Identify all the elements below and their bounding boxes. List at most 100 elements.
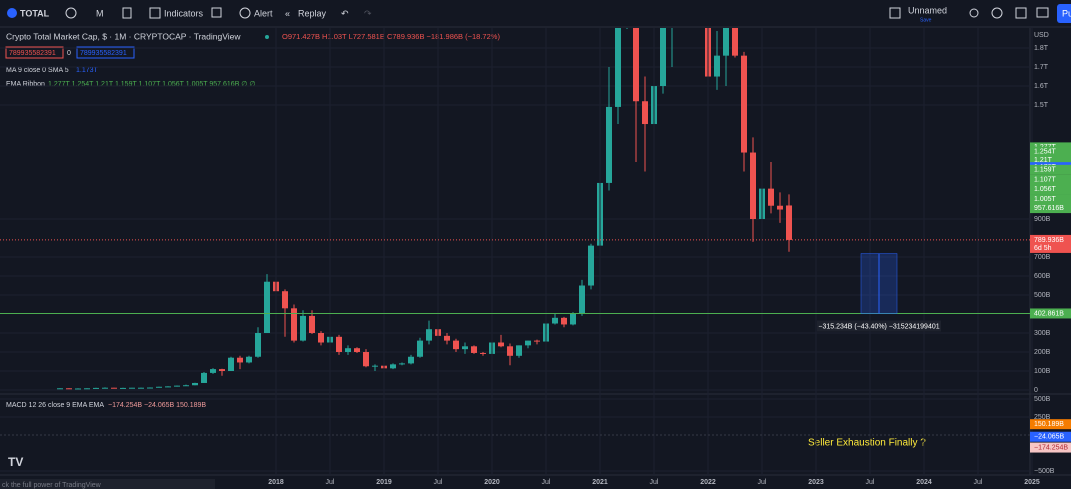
sell-box[interactable] (5, 46, 64, 59)
x-tick-label: Jul (542, 479, 551, 486)
candle-body (444, 335, 450, 341)
candle-body (750, 152, 756, 220)
candle-body (66, 388, 72, 390)
candle-body (138, 387, 144, 389)
measure-label: −315.234B (−43.40%) −315234199401 (818, 323, 939, 330)
indicators[interactable]: Indicators (164, 8, 204, 18)
undo[interactable]: ↶ (341, 8, 349, 18)
chart-type[interactable] (122, 7, 132, 19)
layout-status: Save (920, 17, 932, 23)
ohlc: O971.427B H1.03T L727.581B C789.936B −18… (282, 32, 500, 41)
publish-button[interactable] (1057, 4, 1071, 23)
ema-legend: EMA Ribbon (6, 81, 45, 88)
candle-body (525, 340, 531, 346)
snapshot[interactable] (1036, 7, 1049, 18)
banner[interactable] (0, 479, 215, 489)
search[interactable] (969, 8, 979, 18)
candle-body (615, 28, 621, 107)
y-tick-label: 300B (1034, 330, 1051, 337)
current-price: 789.936B (1034, 237, 1064, 244)
price-tag-label: 1.21T (1034, 157, 1053, 164)
candle-body (453, 340, 459, 350)
candle-body (723, 28, 729, 56)
add-symbol[interactable] (65, 7, 77, 19)
x-tick-label: 2018 (268, 479, 284, 486)
price-tag-label: 957.616B (1034, 205, 1064, 212)
price-tag (1030, 203, 1071, 214)
candle-body (642, 101, 648, 125)
candle-body (201, 372, 207, 383)
candle-body (174, 385, 180, 387)
y-tick-label: 1.5T (1034, 102, 1049, 109)
macd-tag-label: −174.254B (1034, 444, 1068, 451)
x-tick-label: 2025 (1024, 479, 1040, 486)
current-price-tag (1030, 234, 1071, 253)
x-tick-label: 2019 (376, 479, 392, 486)
settings[interactable] (991, 7, 1003, 19)
symbol[interactable]: TOTAL (20, 8, 50, 18)
layout-check[interactable] (889, 7, 901, 19)
candle-body (408, 356, 414, 364)
x-tick-label: 2022 (700, 479, 716, 486)
layout-name[interactable]: Unnamed (908, 5, 947, 15)
axis-unit: USD (1034, 32, 1049, 39)
candle-body (156, 386, 162, 388)
price-tag-label: 1.107T (1034, 177, 1057, 184)
macd-tick-label: 250B (1034, 414, 1051, 421)
templates[interactable] (211, 7, 222, 18)
candle-body (714, 55, 720, 77)
buy-price: 789935582391 (80, 50, 127, 57)
candle-body (498, 342, 504, 347)
candle-body (57, 388, 63, 390)
candle-body (165, 386, 171, 388)
candle-body (507, 346, 513, 356)
price-tag-label: 1.159T (1034, 167, 1057, 174)
buy-box[interactable] (76, 46, 135, 59)
candle-body (462, 346, 468, 350)
macd-tag-label: −24.065B (1034, 434, 1064, 441)
symbol-icon (7, 8, 17, 18)
redo[interactable]: ↷ (364, 8, 372, 18)
candle-body (318, 333, 324, 343)
fullscreen[interactable] (1015, 7, 1027, 19)
toolbar-bg (0, 0, 1071, 27)
alert[interactable]: Alert (254, 8, 273, 18)
spread: 0 (67, 50, 71, 57)
ema-values: 1.277T 1.254T 1.21T 1.159T 1.107T 1.056T… (48, 81, 255, 88)
replay[interactable]: Replay (298, 8, 327, 18)
y-tick-label: 900B (1034, 216, 1051, 223)
candle-body (102, 387, 108, 389)
candle-body (363, 352, 369, 367)
price-tag-label: 1.005T (1034, 196, 1057, 203)
measure-label-bg (817, 320, 941, 332)
x-tick-label: Jul (758, 479, 767, 486)
candle-body (246, 356, 252, 363)
candle-body (264, 281, 270, 334)
y-tick-label: 600B (1034, 273, 1051, 280)
tv-logo: TV (8, 455, 23, 469)
price-tag (1030, 146, 1071, 157)
candle-body (732, 28, 738, 56)
candle-body (192, 382, 198, 386)
candle-body (93, 387, 99, 389)
y-tick-label: 200B (1034, 349, 1051, 356)
x-tick-label: 2020 (484, 479, 500, 486)
candle-body (354, 348, 360, 353)
price-tag (1030, 164, 1071, 175)
candle-body (633, 28, 639, 102)
x-tick-label: 2021 (592, 479, 608, 486)
banner-text: ck the full power of TradingView (2, 482, 102, 489)
interval[interactable]: M (96, 8, 104, 18)
candle-body (372, 365, 378, 367)
x-tick-label: 2023 (808, 479, 824, 486)
support-price: 402.861B (1034, 310, 1064, 317)
annotation: Seller Exhaustion Finally ? (808, 438, 926, 449)
price-tag (1030, 174, 1071, 185)
ma-legend: MA 9 close 0 SMA 5 (6, 67, 69, 74)
replay-icon: « (285, 8, 290, 18)
x-tick-label: Jul (866, 479, 875, 486)
candle-body (570, 314, 576, 325)
y-tick-label: 0 (1034, 387, 1038, 394)
candle-body (606, 106, 612, 183)
countdown: 6d 5h (1034, 245, 1052, 252)
